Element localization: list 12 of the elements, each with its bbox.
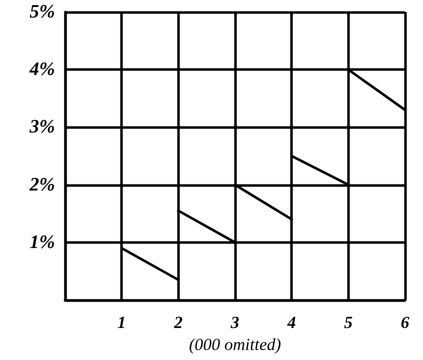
x-tick-label: 1 xyxy=(117,313,126,332)
y-tick-label: 5% xyxy=(30,2,55,22)
x-axis-title: (000 omitted) xyxy=(188,334,282,354)
x-tick-label: 2 xyxy=(173,313,184,332)
y-tick-label: 1% xyxy=(30,232,55,253)
y-tick-label: 3% xyxy=(28,116,55,138)
x-tick-label: 3 xyxy=(230,313,240,332)
x-tick-label: 5 xyxy=(344,313,354,332)
x-tick-label: 4 xyxy=(286,313,296,332)
y-tick-label: 4% xyxy=(28,59,55,80)
x-tick-label: 6 xyxy=(400,313,410,332)
y-tick-label: 2% xyxy=(28,174,55,196)
